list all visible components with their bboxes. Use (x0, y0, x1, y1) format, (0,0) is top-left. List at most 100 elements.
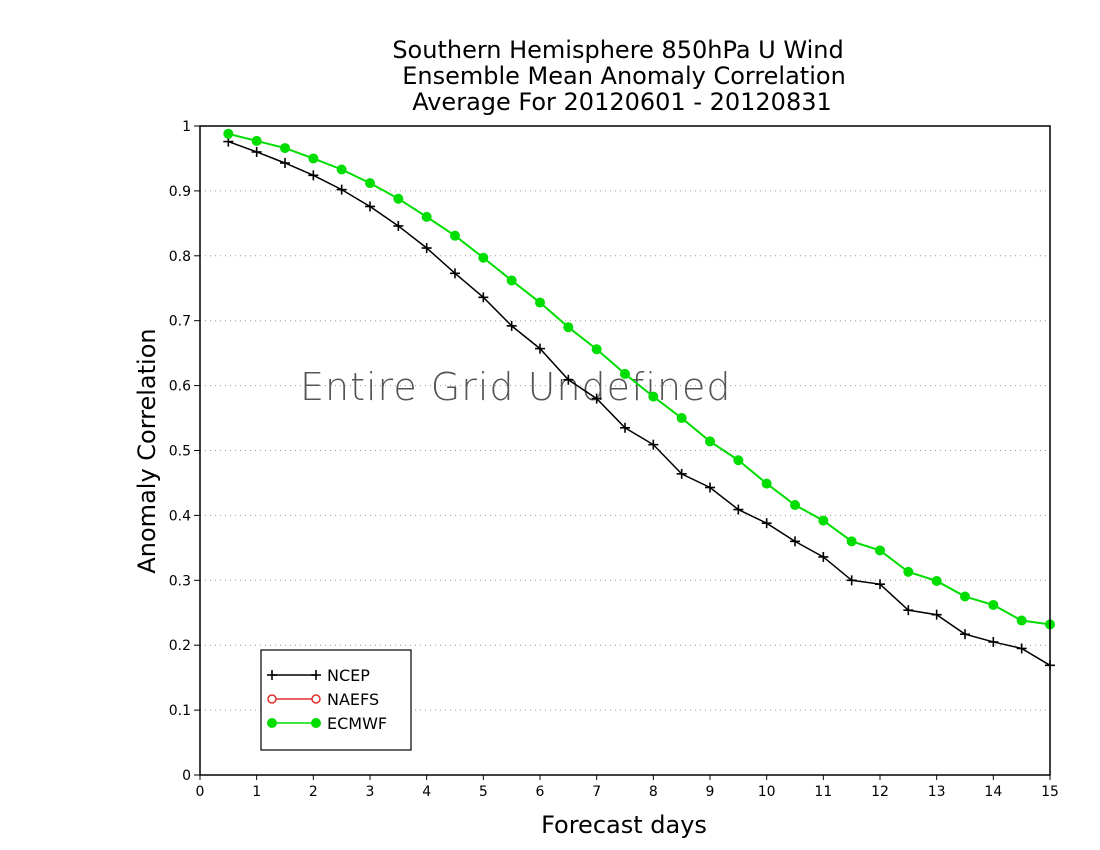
ncep-point (818, 551, 829, 562)
ecmwf-point (846, 536, 857, 547)
x-tick-label: 8 (649, 784, 658, 800)
legend-marker-ecmwf (267, 718, 277, 728)
title-line-3: Average For 20120601 - 20120831 (412, 88, 832, 116)
ecmwf-point (421, 211, 432, 222)
ncep-point (450, 268, 460, 279)
ncep-point (676, 468, 687, 479)
axes: 00.10.20.30.40.50.60.70.80.910 1 2 3 4 5 6 7 8 9 1… (169, 119, 1059, 800)
ncep-point (393, 220, 404, 231)
x-axis-title: Forecast days (541, 811, 707, 839)
legend-label-ncep: NCEP (327, 666, 370, 685)
ncep-point (535, 343, 545, 354)
ecmwf-point (705, 436, 715, 447)
ecmwf-point (1016, 615, 1027, 626)
ecmwf-point (648, 391, 659, 402)
overlay-message: Entire Grid Undefined (300, 365, 732, 409)
x-tick-label: 5 (479, 784, 488, 800)
ncep-point (251, 146, 262, 157)
y-tick-label: 0 (182, 768, 191, 784)
ecmwf-point (960, 591, 970, 602)
ncep-point (733, 504, 744, 515)
ncep-point (478, 292, 489, 303)
legend-marker-naefs (267, 694, 277, 704)
ecmwf-point (591, 344, 602, 355)
title-line-1: Southern Hemisphere 850hPa U Wind (392, 36, 843, 64)
ecmwf-point (280, 143, 290, 154)
ncep-point (591, 393, 602, 404)
ncep-point (421, 243, 432, 254)
ecmwf-point (761, 478, 772, 489)
x-tick-label: 10 (758, 784, 776, 800)
ncep-point (790, 536, 800, 547)
ncep-point (846, 575, 857, 586)
legend-marker-naefs (311, 694, 321, 704)
ecmwf-point (620, 368, 630, 379)
ncep-point (648, 439, 659, 450)
legend-marker-ecmwf (311, 718, 321, 728)
ncep-point (506, 320, 517, 331)
legend-marker-ncep (311, 670, 321, 680)
y-tick-label: 0.7 (169, 314, 191, 330)
gridlines (200, 190, 1050, 711)
data-series (223, 128, 1055, 671)
ecmwf-point (450, 230, 460, 241)
ncep-point (308, 170, 319, 181)
x-tick-label: 13 (928, 784, 946, 800)
x-tick-label: 12 (871, 784, 889, 800)
legend-box (260, 649, 412, 751)
legend: NCEP NAEFS ECMWF (260, 649, 412, 751)
y-tick-label: 0.1 (169, 703, 191, 719)
legend-label-ecmwf: ECMWF (327, 714, 387, 733)
x-tick-label: 15 (1041, 784, 1059, 800)
ecmwf-point (931, 575, 942, 586)
ecmwf-point (875, 545, 885, 556)
ecmwf-point (308, 153, 319, 164)
legend-marker-ncep (267, 670, 277, 680)
ncep-point (563, 374, 574, 385)
y-tick-label: 0.8 (169, 249, 191, 265)
ecmwf-point (733, 455, 744, 466)
ncep-point (761, 518, 772, 529)
y-tick-label: 0.6 (169, 379, 191, 395)
title-line-2: Ensemble Mean Anomaly Correlation (402, 62, 846, 90)
ncep-point (931, 609, 942, 620)
ecmwf-point (988, 599, 999, 610)
ncep-point (365, 201, 375, 212)
ecmwf-point (365, 178, 375, 189)
ecmwf-point (223, 128, 234, 139)
ecmwf-point (535, 297, 545, 308)
ncep-point (336, 184, 347, 195)
series-ecmwf (223, 128, 1055, 630)
ecmwf-point (790, 500, 800, 511)
x-tick-label: 1 (252, 784, 261, 800)
ncep-point (280, 157, 290, 168)
x-tick-label: 4 (422, 784, 431, 800)
x-tick-label: 7 (592, 784, 601, 800)
x-tick-label: 6 (536, 784, 545, 800)
ncep-point (620, 422, 630, 433)
ncep-point (875, 579, 885, 590)
ecmwf-point (478, 252, 489, 263)
x-tick-label: 14 (984, 784, 1002, 800)
legend-label-naefs: NAEFS (327, 690, 379, 709)
ncep-point (988, 636, 999, 647)
ecmwf-point (393, 193, 404, 204)
y-tick-label: 0.4 (169, 508, 191, 524)
ncep-point (960, 629, 970, 640)
ecmwf-point (903, 566, 914, 577)
x-tick-label: 0 (196, 784, 205, 800)
ecmwf-point (506, 275, 517, 286)
y-tick-label: 0.3 (169, 573, 191, 589)
ncep-point (1016, 643, 1027, 654)
chart-title: Southern Hemisphere 850hPa U Wind Ensemb… (392, 36, 845, 116)
x-tick-label: 3 (366, 784, 375, 800)
ecmwf-point (251, 135, 262, 146)
x-tick-label: 11 (814, 784, 832, 800)
y-tick-label: 0.5 (169, 444, 191, 460)
ecmwf-point (336, 164, 347, 175)
ncep-point (705, 482, 715, 493)
y-tick-label: 0.9 (169, 184, 191, 200)
ecmwf-point (818, 515, 829, 526)
x-tick-label: 9 (706, 784, 715, 800)
